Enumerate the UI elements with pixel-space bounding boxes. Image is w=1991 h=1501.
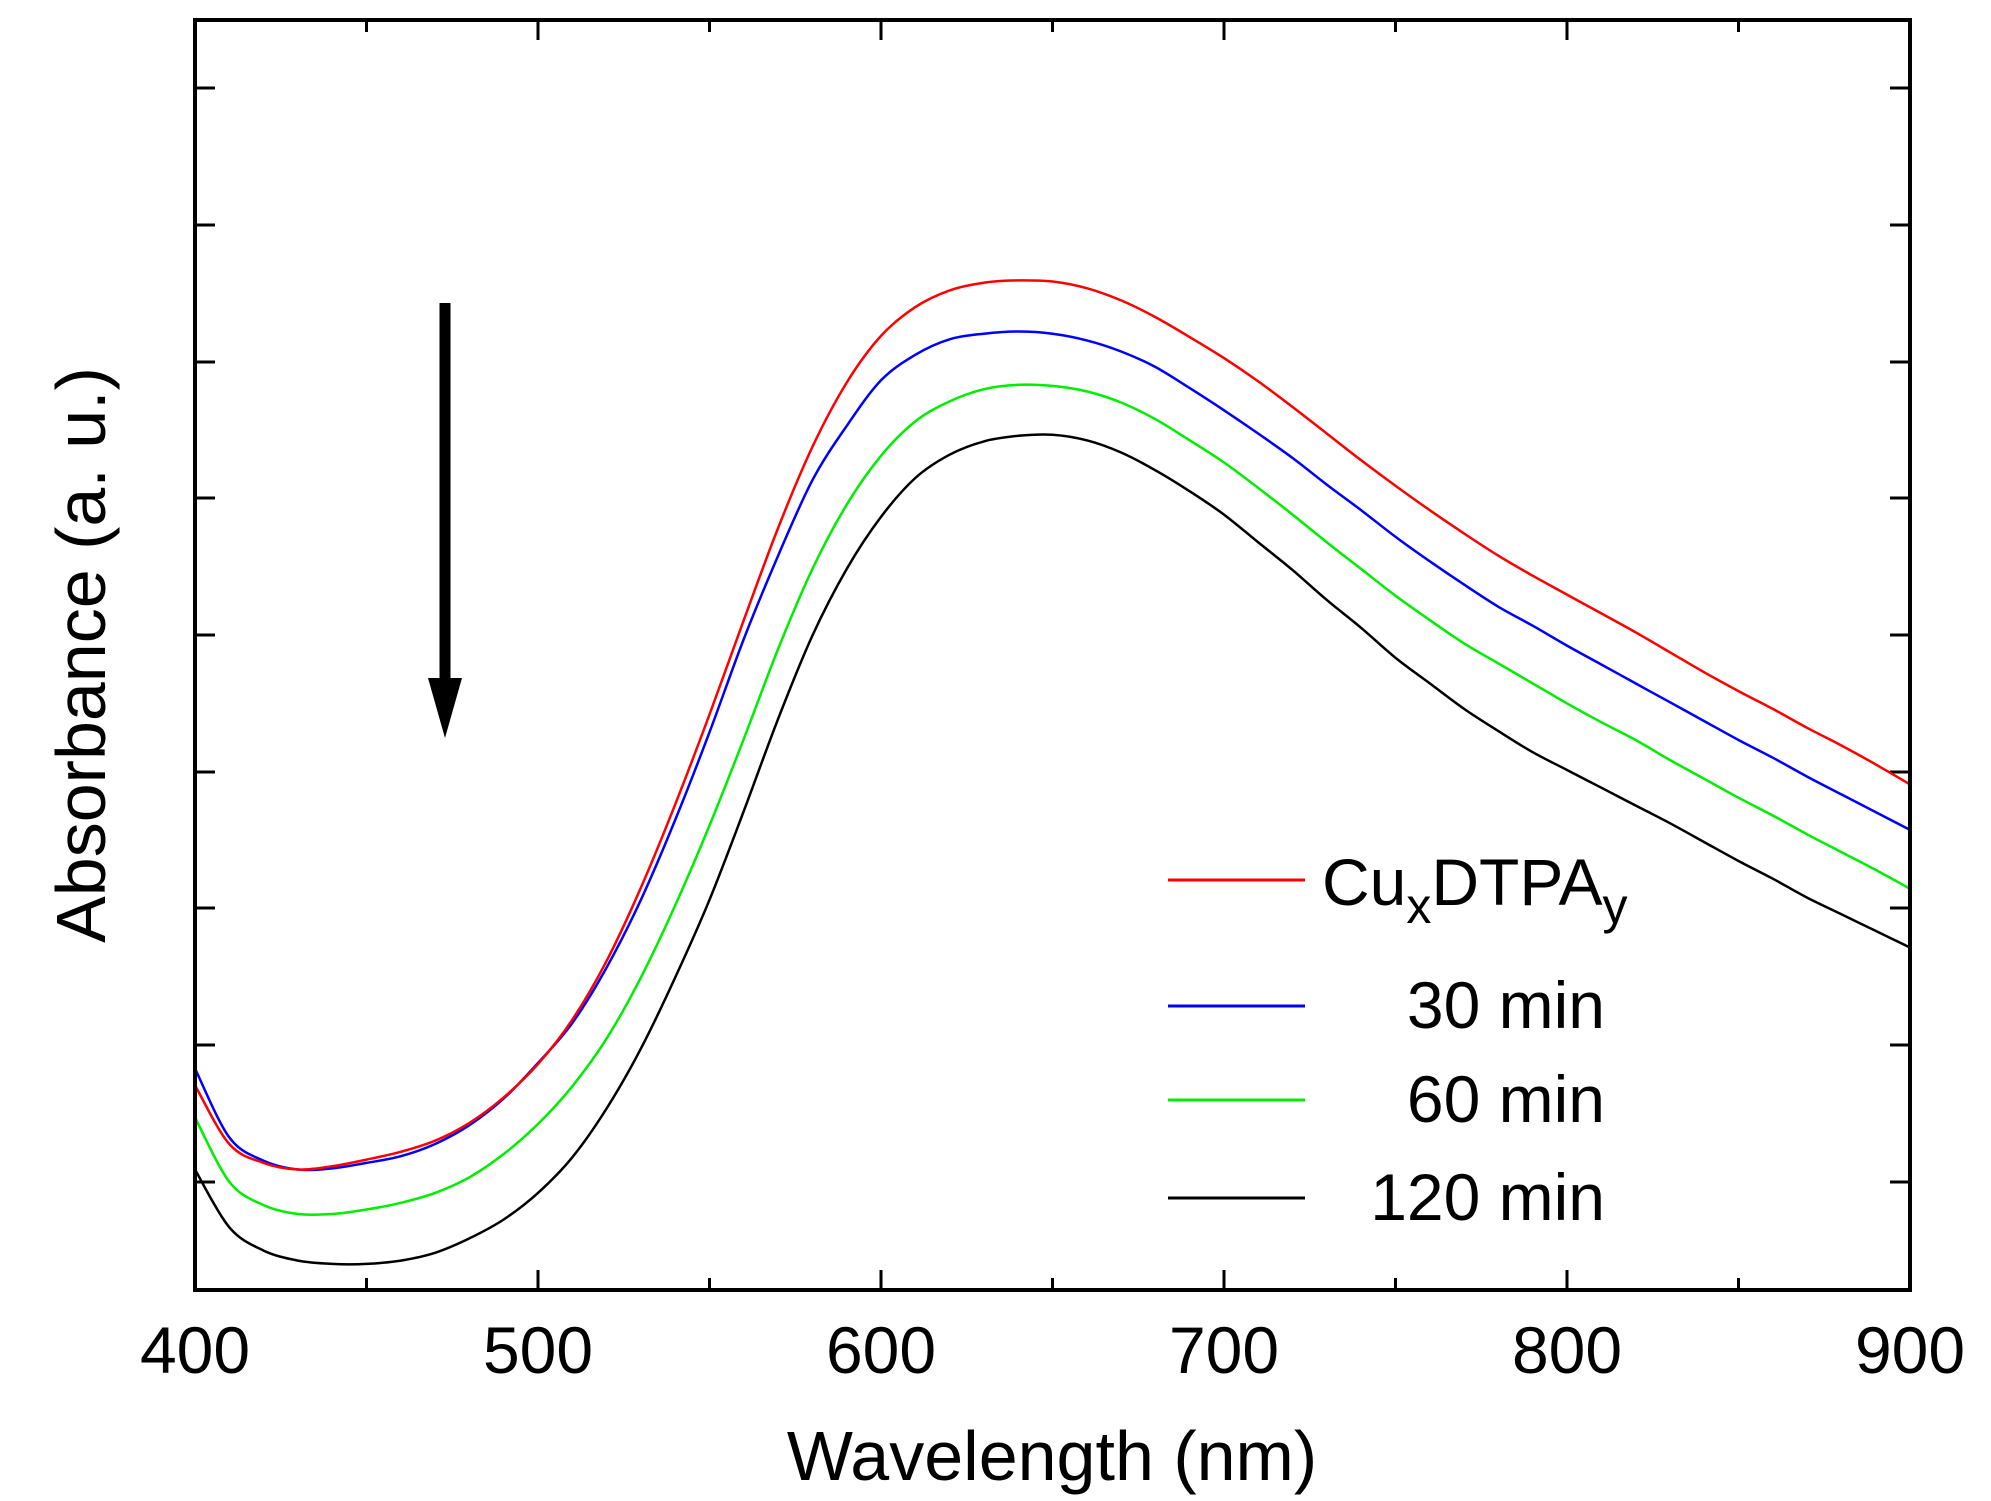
x-tick-label: 800	[1512, 1313, 1622, 1387]
legend-label-60min: 60 min	[1407, 1062, 1605, 1136]
series-line-cuxdtpay	[193, 279, 1911, 1171]
legend-label-120min: 120 min	[1370, 1160, 1605, 1234]
x-tick-label: 600	[826, 1313, 936, 1387]
x-tick-label: 400	[140, 1313, 250, 1387]
legend: CuxDTPAy 30 min 60 min 120 min	[1168, 845, 1628, 1234]
plot-frame	[193, 18, 1912, 1292]
series-line-120-min	[193, 433, 1911, 1266]
series-lines	[193, 279, 1911, 1266]
legend-label-30min: 30 min	[1407, 968, 1605, 1042]
x-tick-label: 900	[1855, 1313, 1965, 1387]
x-axis-title: Wavelength (nm)	[787, 1417, 1317, 1495]
y-axis-title: Absorbance (a. u.)	[42, 367, 120, 943]
legend-label-cuxdtpay: CuxDTPAy	[1322, 845, 1628, 934]
x-tick-label: 700	[1169, 1313, 1279, 1387]
decrease-arrow	[428, 303, 462, 738]
series-line-30-min	[193, 330, 1911, 1172]
x-tick-label: 500	[483, 1313, 593, 1387]
series-line-60-min	[193, 383, 1911, 1217]
x-tick-labels: 400 500 600 700 800 900	[140, 1313, 1965, 1387]
